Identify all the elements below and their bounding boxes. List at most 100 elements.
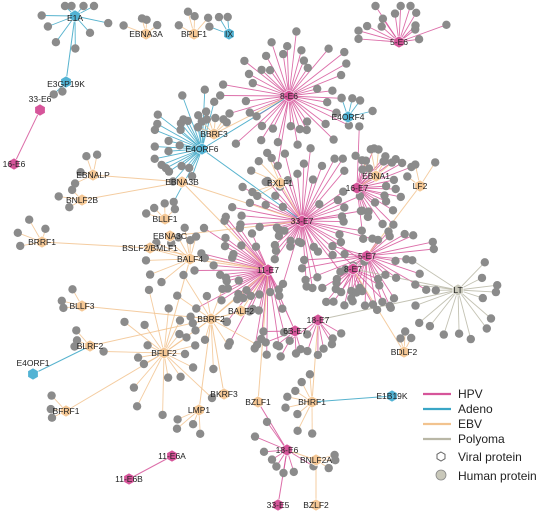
human-protein-node: [283, 42, 292, 51]
human-protein-node: [194, 111, 203, 120]
interaction-edge: [154, 129, 203, 150]
interaction-edge: [267, 269, 285, 333]
human-protein-node: [299, 159, 309, 168]
interaction-edge: [288, 31, 297, 97]
viral-protein-node-33-e7: [296, 214, 308, 228]
interaction-edge: [41, 241, 151, 249]
human-protein-node: [188, 420, 198, 429]
interaction-edge: [398, 5, 411, 43]
human-protein-node: [332, 278, 341, 287]
human-protein-node: [381, 181, 391, 191]
human-protein-node: [309, 242, 318, 252]
human-protein-node: [164, 136, 173, 146]
interaction-edge: [220, 269, 269, 276]
human-protein-node: [389, 175, 399, 185]
interaction-edge: [226, 269, 269, 282]
human-protein-node: [407, 333, 416, 343]
human-protein-node: [199, 223, 209, 233]
interaction-edge: [225, 237, 269, 271]
interaction-edge: [244, 60, 290, 97]
human-protein-node: [47, 413, 57, 422]
viral-protein-node-bllf3: [76, 299, 88, 313]
viral-protein-label: E4ORF4: [331, 112, 364, 122]
human-protein-node: [303, 330, 312, 339]
viral-protein-node-bbrf2: [205, 312, 217, 326]
human-protein-node: [389, 294, 399, 303]
human-protein-node: [355, 122, 364, 131]
interaction-edge: [457, 289, 460, 334]
human-protein-node: [491, 287, 501, 297]
interaction-edge: [366, 255, 407, 260]
human-protein-node: [359, 234, 368, 243]
human-protein-node: [16, 241, 25, 251]
interaction-edge: [74, 15, 109, 24]
viral-protein-label: 5-E6: [390, 37, 408, 47]
interaction-edge: [296, 173, 303, 222]
human-protein-node: [163, 373, 173, 382]
human-protein-node: [157, 277, 166, 287]
human-protein-node: [211, 113, 220, 123]
human-protein-node: [221, 212, 230, 221]
human-protein-node: [374, 145, 383, 154]
human-protein-node: [270, 255, 279, 264]
human-protein-node: [336, 237, 346, 247]
human-protein-node: [302, 282, 311, 291]
human-protein-node: [302, 117, 312, 126]
human-protein-node: [294, 237, 304, 247]
interaction-edge: [267, 269, 280, 347]
human-protein-node: [283, 392, 292, 401]
interaction-edge: [457, 289, 492, 319]
human-protein-node: [186, 312, 195, 321]
human-protein-node: [237, 241, 246, 250]
viral-protein-label: BALF4: [177, 254, 203, 264]
human-protein-node: [49, 90, 58, 99]
human-protein-node: [217, 296, 226, 305]
human-protein-node: [261, 177, 270, 187]
human-protein-node: [280, 149, 290, 158]
human-protein-node: [411, 301, 420, 310]
viral-protein-node-bbrf3: [208, 127, 220, 141]
human-protein-node: [82, 152, 91, 161]
interaction-edge: [352, 268, 459, 291]
interaction-edge: [415, 289, 459, 307]
human-protein-node: [46, 404, 55, 414]
viral-protein-node-8-e7: [347, 262, 359, 276]
human-protein-node: [351, 151, 360, 160]
human-protein-node: [286, 236, 295, 245]
human-protein-node: [331, 456, 340, 465]
human-protein-node: [431, 158, 440, 167]
human-protein-node: [428, 237, 437, 247]
human-protein-node: [415, 318, 424, 328]
viral-protein-node-11-e6a: [166, 449, 178, 463]
human-protein-node: [323, 98, 332, 107]
interaction-edge: [165, 148, 203, 169]
human-protein-node: [278, 202, 288, 212]
human-protein-node: [466, 334, 475, 344]
human-protein-node: [143, 341, 152, 350]
viral-protein-node-bdlf2: [398, 345, 410, 359]
human-protein-node: [225, 109, 234, 118]
human-protein-node: [177, 161, 186, 171]
human-protein-node: [386, 303, 395, 312]
viral-protein-node-ebna3c: [164, 229, 176, 243]
interaction-edge: [288, 60, 305, 97]
interaction-edge: [210, 318, 214, 370]
human-node-layer: [13, 1, 502, 478]
interaction-edge: [92, 174, 183, 183]
human-protein-node: [315, 200, 324, 209]
viral-protein-node-e4orf6: [196, 142, 208, 156]
viral-protein-label: BALF2: [228, 306, 254, 316]
interaction-edge: [157, 123, 203, 150]
interaction-edge: [136, 352, 165, 407]
human-protein-node: [285, 336, 294, 345]
human-protein-node: [408, 256, 417, 265]
human-protein-node: [390, 9, 400, 18]
human-protein-node: [240, 56, 249, 66]
viral-protein-label: EBNA3C: [153, 231, 187, 241]
interaction-edge: [103, 351, 165, 354]
interaction-edge: [398, 24, 447, 43]
viral-protein-label: EBNA1: [362, 171, 390, 181]
human-protein-node: [72, 336, 82, 345]
interaction-edge: [301, 220, 333, 256]
human-protein-node: [237, 211, 246, 220]
